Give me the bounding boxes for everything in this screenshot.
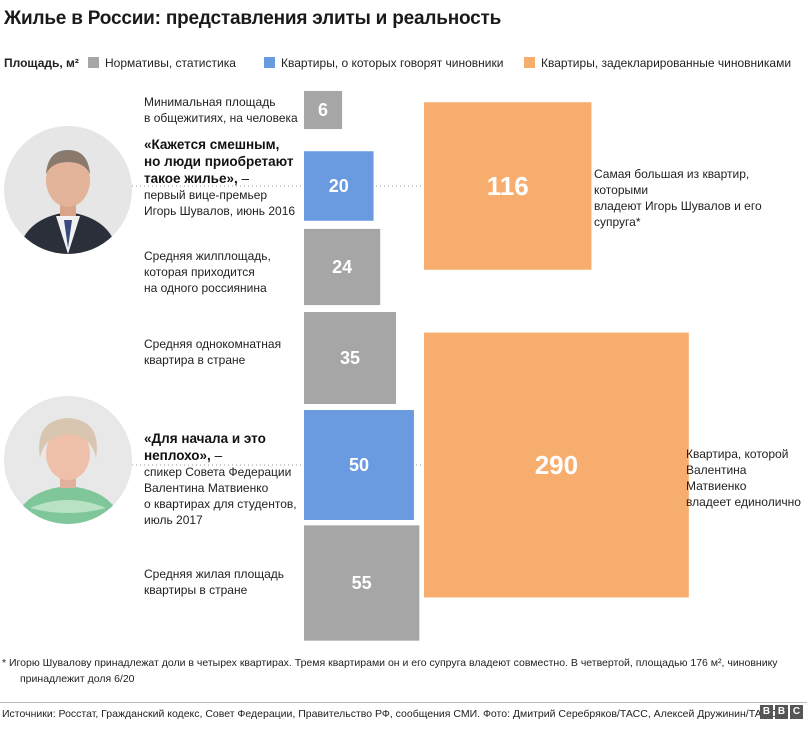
legend-swatch <box>524 57 535 68</box>
bar-116 <box>424 102 592 270</box>
legend-unit: Площадь, м² <box>4 56 79 70</box>
row-4-description: Средняя однокомнатная квартира в стране <box>144 337 282 367</box>
legend-swatch <box>88 57 99 68</box>
legend-item-talked: Квартиры, о которых говорят чиновники <box>264 56 503 70</box>
legend-item-declared: Квартиры, задекларированные чиновниками <box>524 56 791 70</box>
row-6-description: Средняя жилая площадь квартиры в стране <box>144 567 285 597</box>
legend-label: Нормативы, статистика <box>105 56 236 70</box>
shuvalov-quote-block: «Кажется смешным, но люди приобретают тако… <box>144 136 304 219</box>
matvienko-photo <box>4 396 132 524</box>
bar-value-label: 35 <box>340 348 360 368</box>
matvienko-quote-block: «Для начала и это неплохо», – спикер Сове… <box>144 430 304 528</box>
legend: Площадь, м² Нормативы, статистика Кварти… <box>0 56 807 72</box>
footnote-line-1: * Игорю Шувалову принадлежат доли в четы… <box>2 657 778 669</box>
chart-area: 6 20 24 35 50 55 116 290 <box>132 90 689 641</box>
bar-24 <box>304 228 381 306</box>
bar-value-label: 50 <box>349 455 369 475</box>
chart-title: Жилье в России: представления элиты и ре… <box>4 8 502 29</box>
row-3-description: Средняя жилплощадь, которая приходится на … <box>144 249 271 295</box>
matvienko-attribution: спикер Совета Федерации Валентина Матвиен… <box>144 465 297 527</box>
sources: Источники: Росстат, Гражданский кодекс, … <box>2 708 777 720</box>
matvienko-apartment-label: Квартира, которой Валентина Матвиенко влад… <box>686 447 801 509</box>
bar-value-label: 20 <box>329 176 349 196</box>
bar-290 <box>424 332 689 598</box>
divider <box>0 702 807 703</box>
shuvalov-attribution: первый вице-премьер Игорь Шувалов, июнь 2… <box>144 188 296 218</box>
bar-value-label: 290 <box>535 450 578 480</box>
bar-value-label: 6 <box>318 100 328 120</box>
legend-item-stats: Нормативы, статистика <box>88 56 236 70</box>
bar-value-label: 24 <box>332 257 352 277</box>
shuvalov-quote: «Кажется смешным, но люди приобретают тако… <box>144 137 294 186</box>
bar-35 <box>304 312 396 404</box>
bbc-logo: B B C <box>760 705 803 719</box>
bar-6 <box>304 90 343 130</box>
bar-55 <box>304 525 420 641</box>
bar-20 <box>304 151 374 221</box>
bbc-logo-letter: B <box>760 705 773 719</box>
bar-50 <box>304 410 414 520</box>
bar-value-label: 116 <box>487 171 529 201</box>
legend-swatch <box>264 57 275 68</box>
bbc-logo-letter: C <box>790 705 803 719</box>
row-1-description: Минимальная площадь в общежитиях, на чело… <box>144 95 298 125</box>
footnote: * Игорю Шувалову принадлежат доли в четы… <box>2 655 802 687</box>
bbc-logo-letter: B <box>775 705 788 719</box>
bar-value-label: 55 <box>352 573 372 593</box>
legend-label: Квартиры, задекларированные чиновниками <box>541 56 792 70</box>
shuvalov-apartment-label: Самая большая из квартир, которыми владею… <box>594 167 762 229</box>
shuvalov-photo <box>4 126 132 254</box>
footnote-line-2: принадлежит доля 6/20 <box>20 673 135 685</box>
matvienko-quote: «Для начала и это неплохо», – <box>144 431 266 463</box>
legend-label: Квартиры, о которых говорят чиновники <box>281 56 504 70</box>
